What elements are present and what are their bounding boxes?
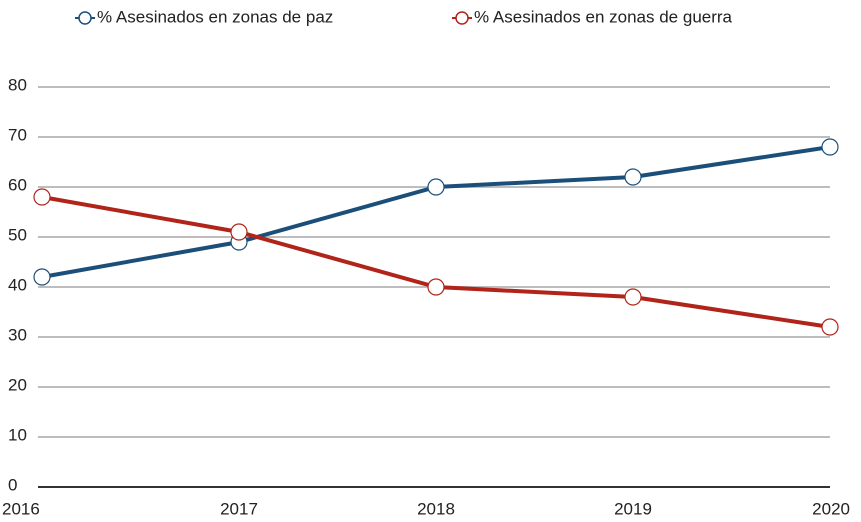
- x-tick-label: 2018: [417, 499, 455, 518]
- data-point: [427, 178, 445, 196]
- series-line: [41, 195, 831, 329]
- legend-label: % Asesinados en zonas de guerra: [474, 7, 733, 26]
- data-point: [230, 223, 248, 241]
- y-tick-label: 80: [8, 75, 27, 94]
- y-tick-label: 40: [8, 275, 27, 294]
- series-line: [41, 145, 831, 279]
- data-point: [33, 268, 51, 286]
- x-tick-label: 2019: [614, 499, 652, 518]
- legend-label: % Asesinados en zonas de paz: [97, 7, 333, 26]
- data-point: [624, 168, 642, 186]
- data-point: [427, 278, 445, 296]
- y-tick-label: 60: [8, 175, 27, 194]
- y-tick-label: 10: [8, 425, 27, 444]
- data-point: [33, 188, 51, 206]
- data-point: [821, 318, 839, 336]
- x-tick-label: 2020: [812, 499, 850, 518]
- y-tick-label: 70: [8, 125, 27, 144]
- data-point: [624, 288, 642, 306]
- x-tick-label: 2016: [2, 499, 40, 518]
- y-tick-label: 30: [8, 325, 27, 344]
- y-tick-label: 20: [8, 375, 27, 394]
- y-tick-label: 50: [8, 225, 27, 244]
- legend-marker: [78, 11, 92, 25]
- x-tick-label: 2017: [220, 499, 258, 518]
- legend-marker: [455, 11, 469, 25]
- y-tick-label: 0: [8, 475, 17, 494]
- data-point: [821, 138, 839, 156]
